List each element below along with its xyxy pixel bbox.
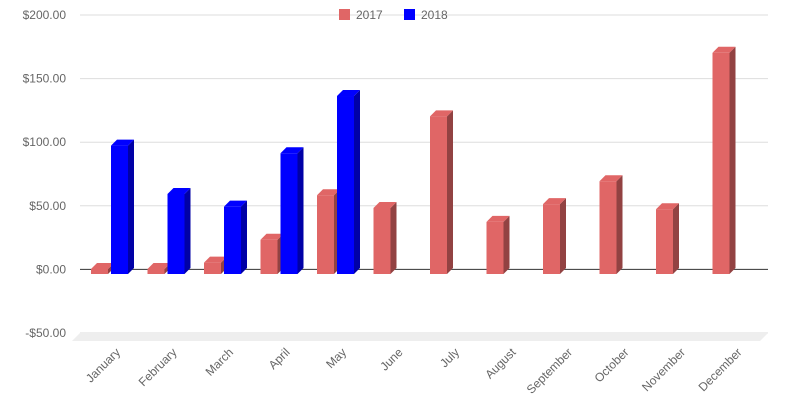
bar-2017-july [430, 110, 453, 274]
bar-series [91, 47, 736, 274]
x-tick-label: March [203, 345, 236, 378]
bar-2017-october-front [600, 181, 617, 274]
bar-2017-may-front [317, 195, 334, 274]
x-tick-label: December [696, 345, 745, 394]
bar-2017-january-front [91, 269, 108, 274]
bar-2018-april-front [281, 153, 298, 274]
bar-2018-may [337, 90, 360, 274]
y-tick-label: $100.00 [23, 135, 67, 149]
y-tick-label: -$50.00 [25, 326, 66, 340]
bar-2017-august [487, 216, 510, 274]
x-tick-label: February [136, 345, 180, 389]
bar-2017-september-front [543, 204, 560, 274]
bar-2018-march-front [224, 207, 241, 274]
gridlines [80, 15, 768, 333]
x-tick-label: May [323, 345, 349, 371]
bar-2018-february [168, 188, 191, 274]
x-tick-label: October [592, 345, 632, 385]
bar-2017-march-front [204, 263, 221, 274]
bar-2017-april-front [261, 240, 278, 274]
y-tick-label: $50.00 [29, 199, 66, 213]
legend-swatch [404, 9, 415, 20]
bar-2017-november-side [673, 203, 679, 274]
bar-2018-january-side [128, 140, 134, 274]
y-tick-label: $0.00 [36, 262, 66, 276]
bar-2017-may [317, 189, 340, 274]
bar-2018-march [224, 201, 247, 274]
y-tick-label: $150.00 [23, 72, 67, 86]
bar-2017-march [204, 257, 227, 274]
x-axis: January February March April May June July Augu… [83, 345, 745, 397]
bar-2018-january [111, 140, 134, 274]
bar-2017-july-side [447, 110, 453, 274]
bar-2018-march-side [241, 201, 247, 274]
legend-label: 2017 [356, 8, 383, 22]
bar-2017-june-front [374, 208, 391, 274]
bar-2017-august-side [504, 216, 510, 274]
bar-2018-january-front [111, 146, 128, 274]
bar-2018-february-side [185, 188, 191, 274]
bar-2017-september-side [560, 198, 566, 274]
legend-item-2017: 2017 [339, 8, 383, 22]
bar-2017-january [91, 263, 114, 274]
x-tick-label: January [83, 345, 123, 385]
bar-2017-october [600, 175, 623, 274]
bar-2017-june [374, 202, 397, 274]
bar-2018-february-front [168, 194, 185, 274]
x-tick-label: July [437, 345, 462, 370]
bar-2017-august-front [487, 222, 504, 274]
bar-2018-april-side [298, 147, 304, 274]
x-tick-label: September [524, 345, 575, 396]
bar-2017-february-front [148, 269, 165, 274]
bar-2017-april [261, 234, 284, 274]
legend-item-2018: 2018 [404, 8, 448, 22]
bar-2018-may-front [337, 96, 354, 274]
bar-2018-may-side [354, 90, 360, 274]
bar-2017-october-side [617, 175, 623, 274]
bar-2017-december [713, 47, 736, 274]
x-tick-label: November [639, 345, 688, 394]
bar-2018-april [281, 147, 304, 274]
x-tick-label: June [377, 345, 406, 374]
legend-swatch [339, 9, 350, 20]
chart-floor [72, 333, 768, 341]
x-tick-label: August [482, 345, 519, 382]
legend-label: 2018 [421, 8, 448, 22]
x-tick-label: April [266, 345, 293, 372]
y-axis: -$50.00 $0.00 $50.00 $100.00 $150.00 $200.00 [23, 8, 67, 340]
bar-2017-december-front [713, 53, 730, 274]
bar-2017-july-front [430, 116, 447, 274]
y-tick-label: $200.00 [23, 8, 67, 22]
bar-2017-september [543, 198, 566, 274]
bar-2017-february [148, 263, 171, 274]
bar-2017-november-front [656, 209, 673, 274]
bar-2017-november [656, 203, 679, 274]
bar-2017-december-side [730, 47, 736, 274]
bar-2017-june-side [391, 202, 397, 274]
chart-floor-plane [72, 333, 768, 341]
